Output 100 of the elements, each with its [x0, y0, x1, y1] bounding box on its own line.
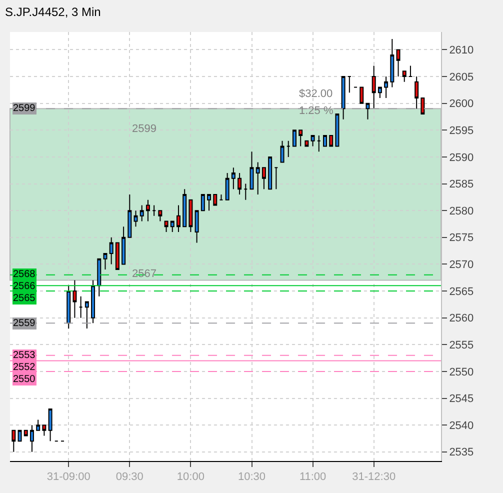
candlestick — [115, 242, 120, 270]
candlestick — [225, 172, 230, 200]
candlestick — [140, 204, 144, 222]
y-tick-label: 2550 — [449, 366, 474, 378]
x-tick-label: 31-09:00 — [46, 471, 90, 484]
candlestick — [97, 258, 102, 297]
candlestick — [298, 130, 303, 147]
candlestick — [372, 65, 376, 110]
candlestick — [256, 162, 260, 195]
candlestick — [292, 130, 296, 147]
candlestick — [329, 135, 334, 147]
candlestick — [341, 76, 346, 120]
candlestick — [213, 194, 218, 206]
x-tick-label: 11:00 — [299, 471, 326, 484]
candlestick — [310, 135, 315, 147]
candlestick — [366, 102, 370, 120]
y-tick-label: 2590 — [449, 152, 474, 164]
y-tick-label: 2605 — [449, 71, 474, 84]
candlestick — [384, 76, 388, 98]
candlestick — [170, 220, 174, 233]
candlestick — [12, 430, 16, 452]
ref-line-label: 2599 — [13, 103, 36, 114]
candlestick — [268, 156, 272, 190]
candlestick — [250, 151, 254, 190]
candlestick — [244, 183, 248, 200]
candlestick — [103, 252, 108, 270]
x-tick-label: 10:30 — [238, 471, 266, 484]
candlestick — [238, 172, 242, 195]
candlestick — [176, 204, 180, 233]
candlestick — [347, 76, 352, 94]
candlestick — [36, 419, 40, 431]
y-tick-label: 2560 — [449, 312, 474, 325]
candlestick — [420, 97, 425, 115]
y-tick-label: 2540 — [449, 420, 474, 432]
ref-line-label: 2550 — [13, 374, 36, 385]
ref-line-label: 2552 — [13, 362, 36, 373]
candlestick — [91, 280, 96, 324]
candlestick — [109, 236, 114, 265]
candlestick — [42, 424, 46, 436]
y-tick-label: 2535 — [449, 446, 474, 459]
candlestick — [78, 296, 83, 318]
candlestick — [146, 199, 150, 222]
candlestick — [207, 194, 212, 212]
ref-line-label: 2566 — [13, 281, 36, 292]
candlestick — [219, 194, 224, 200]
ref-line-label: 2559 — [13, 318, 36, 329]
candlestick — [280, 140, 284, 163]
candlestick — [414, 76, 419, 110]
candlestick — [188, 199, 193, 233]
candlestick — [231, 167, 236, 190]
annotation: 2599 — [132, 123, 156, 135]
y-tick-label: 2580 — [449, 205, 474, 218]
candlestick — [390, 38, 394, 88]
candlestick — [48, 408, 52, 442]
y-tick-label: 2585 — [449, 178, 474, 191]
candlestick — [18, 430, 22, 442]
candlestick — [152, 204, 156, 216]
candlestick — [316, 135, 321, 152]
candlestick — [84, 301, 89, 330]
candlestick — [408, 65, 412, 78]
candlestick — [72, 280, 77, 318]
candlestick — [323, 135, 327, 147]
ref-line-label: 2568 — [13, 269, 36, 280]
annotation: 2567 — [132, 268, 156, 280]
annotation: $32.00 — [299, 88, 333, 100]
candlestick — [286, 140, 290, 158]
candlestick — [378, 86, 382, 98]
candlestick — [396, 49, 400, 78]
ref-line-label: 2565 — [13, 293, 36, 304]
candlestick — [402, 70, 406, 82]
candlestick — [274, 167, 278, 190]
annotation: 1.25 % — [299, 105, 334, 117]
candlestick — [262, 167, 266, 190]
y-tick-label: 2595 — [449, 124, 474, 137]
chart-title: S.JP.J4452, 3 Min — [5, 4, 101, 19]
candlestick — [164, 220, 168, 233]
candlestick — [128, 194, 132, 238]
candlestick — [66, 285, 71, 330]
candlestick — [158, 210, 162, 222]
candlestick — [194, 210, 199, 244]
candlestick — [182, 188, 187, 228]
y-tick-label: 2565 — [449, 286, 474, 298]
y-tick-label: 2610 — [449, 44, 474, 57]
y-tick-label: 2555 — [449, 339, 474, 352]
ref-line-label: 2553 — [13, 350, 36, 361]
candlestick — [122, 226, 126, 265]
x-tick-label: 31-12:30 — [352, 471, 396, 484]
candlestick — [335, 114, 340, 147]
candlestick — [24, 430, 28, 436]
candlestick — [30, 424, 34, 452]
y-tick-label: 2570 — [449, 259, 474, 272]
y-tick-label: 2575 — [449, 232, 474, 244]
y-tick-label: 2545 — [449, 393, 474, 406]
candlestick — [360, 86, 364, 104]
candlestick — [304, 140, 309, 147]
candlestick — [134, 210, 138, 228]
y-tick-label: 2600 — [449, 98, 474, 110]
candlestick — [200, 194, 205, 212]
x-tick-label: 10:00 — [176, 471, 204, 484]
x-tick-label: 09:30 — [116, 471, 144, 484]
